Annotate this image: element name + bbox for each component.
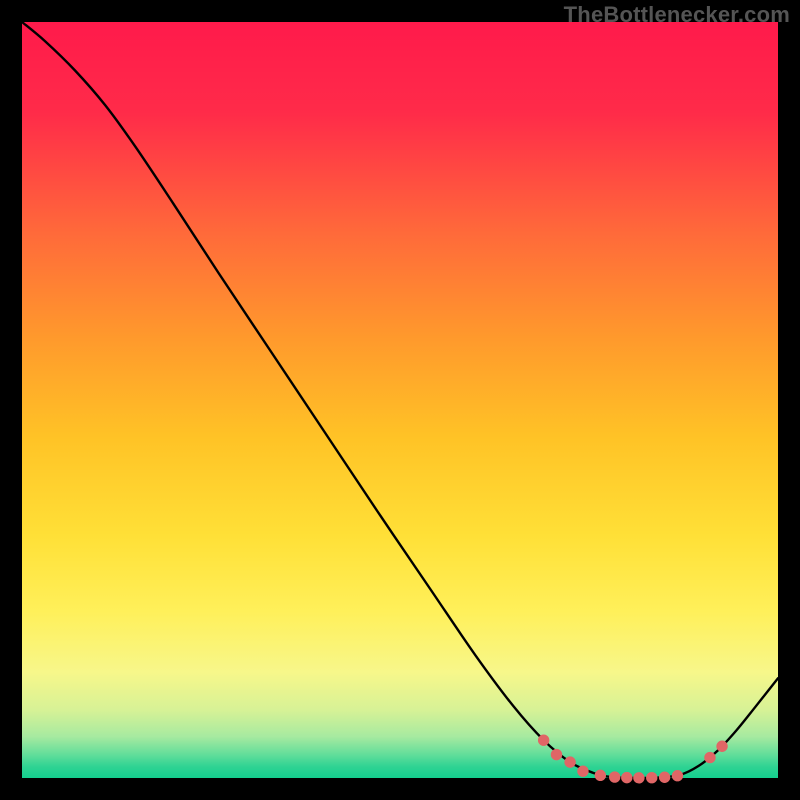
valley-marker [705,752,715,762]
chart-root: TheBottlenecker.com [0,0,800,800]
valley-marker [647,772,657,782]
valley-marker [634,773,644,783]
valley-marker [538,735,548,745]
valley-marker [659,772,669,782]
valley-marker [672,771,682,781]
valley-marker [595,770,605,780]
valley-marker [610,772,620,782]
bottleneck-chart [0,0,800,800]
valley-marker [578,766,588,776]
watermark-text: TheBottlenecker.com [564,2,790,28]
plot-gradient-background [22,22,778,778]
valley-marker [551,749,561,759]
valley-marker [565,757,575,767]
valley-marker [622,772,632,782]
valley-marker [717,741,727,751]
